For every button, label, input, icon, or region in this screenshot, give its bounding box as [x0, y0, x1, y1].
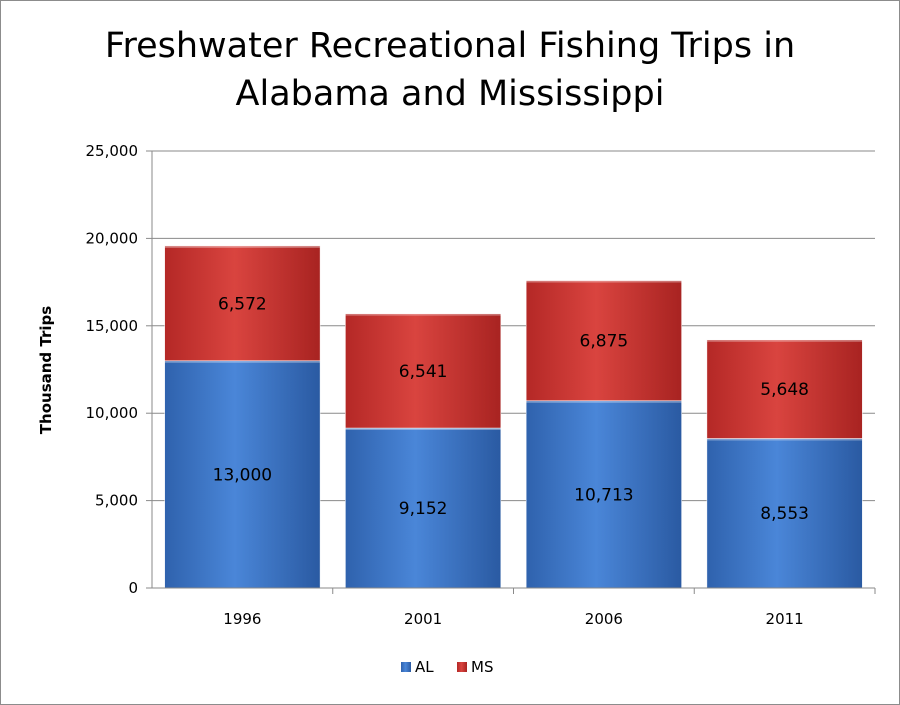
data-label-al-2006: 10,713 [574, 485, 633, 505]
y-axis-label: Thousand Trips [37, 306, 55, 434]
chart-title-line-1: Freshwater Recreational Fishing Trips in [104, 26, 796, 66]
data-label-al-2011: 8,553 [760, 504, 809, 524]
data-label-al-2001: 9,152 [399, 499, 448, 519]
data-label-ms-2011: 5,648 [760, 380, 809, 400]
legend-swatch-al [401, 662, 411, 672]
y-tick-label: 20,000 [86, 229, 139, 247]
legend-label-al: AL [415, 658, 434, 676]
legend-swatch-ms [457, 662, 467, 672]
y-tick-label: 15,000 [86, 317, 139, 335]
chart-title-line-2: Alabama and Mississippi [235, 74, 665, 114]
bar-ms-2001 [345, 313, 502, 429]
bar-al-2006 [525, 400, 682, 589]
legend-label-ms: MS [471, 658, 493, 676]
y-tick-label: 10,000 [86, 404, 139, 422]
data-label-ms-2001: 6,541 [399, 362, 448, 382]
bar-ms-2011 [706, 339, 863, 439]
data-label-ms-1996: 6,572 [218, 294, 267, 314]
axes: 0 5,000 10,000 15,000 20,000 25,000 1996 2001 20… [86, 142, 876, 628]
bars: 13,000 6,572 9,152 6,541 10,713 6,875 8,553 5,6… [164, 245, 863, 589]
x-tick-label: 2011 [766, 610, 804, 628]
chart-title: Freshwater Recreational Fishing Trips in… [0, 22, 900, 118]
data-label-al-1996: 13,000 [213, 465, 272, 485]
bar-al-2011 [706, 438, 863, 589]
y-tick-label: 0 [128, 579, 138, 597]
x-tick-label: 2001 [404, 610, 442, 628]
bar-al-1996 [164, 360, 321, 589]
y-tick-label: 25,000 [86, 142, 139, 160]
bar-ms-2006 [525, 280, 682, 401]
bar-al-2001 [345, 427, 502, 589]
x-tick-label: 2006 [585, 610, 623, 628]
bar-ms-1996 [164, 245, 321, 362]
x-tick-label: 1996 [223, 610, 261, 628]
data-label-ms-2006: 6,875 [580, 332, 629, 352]
y-tick-label: 5,000 [95, 492, 138, 510]
legend: AL MS [401, 658, 493, 676]
